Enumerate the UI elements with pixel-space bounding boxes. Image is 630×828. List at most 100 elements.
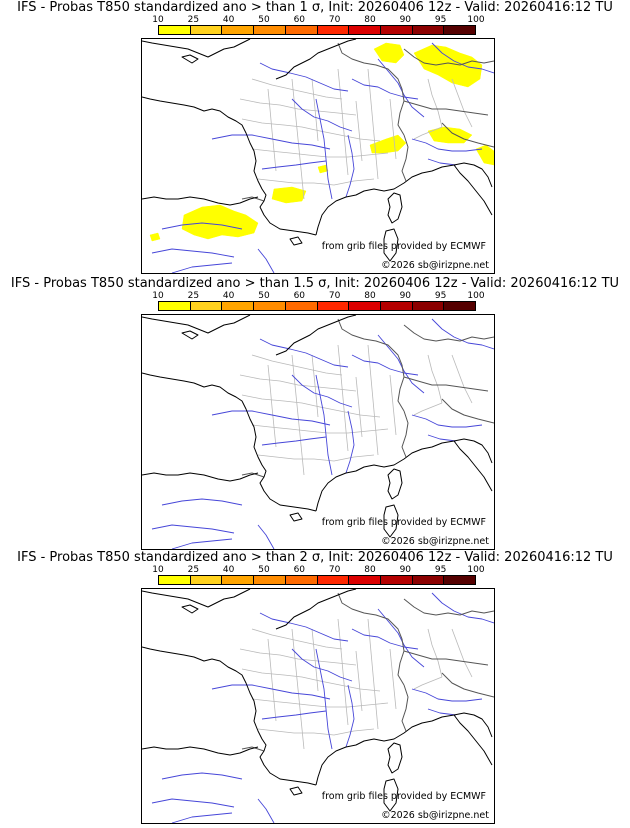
river [291, 98, 353, 132]
probability-area-10-25 [369, 134, 407, 154]
river [431, 592, 494, 624]
country-border [403, 376, 489, 392]
river [427, 708, 457, 716]
panel-title: IFS - Probas T850 standardized ano > tha… [17, 550, 613, 565]
country-border [403, 324, 494, 342]
river [377, 608, 425, 668]
river [427, 158, 457, 166]
river [411, 414, 483, 428]
country-border [403, 48, 494, 66]
scale-swatch [412, 302, 445, 310]
scale-swatch [380, 576, 413, 584]
region-border [239, 648, 357, 666]
river [211, 684, 331, 700]
river [161, 498, 243, 506]
scale-swatch [444, 302, 476, 310]
coastline [142, 589, 251, 608]
scale-swatch [159, 576, 191, 584]
probability-area-10-25 [413, 44, 483, 88]
scale-swatch [317, 26, 350, 34]
scale-tick: 70 [328, 565, 341, 575]
scale-tick: 95 [434, 565, 447, 575]
region-border [413, 126, 443, 140]
coastline [315, 438, 493, 512]
scale-swatch [317, 302, 350, 310]
river [211, 410, 331, 426]
color-scale-bar [158, 301, 476, 311]
river [171, 538, 233, 549]
river [431, 318, 494, 350]
scale-swatch [222, 26, 255, 34]
scale-tick: 50 [258, 15, 270, 25]
scale-swatch [190, 576, 223, 584]
coastline [275, 589, 357, 630]
scale-tick: 40 [222, 15, 235, 25]
region-border [251, 424, 389, 434]
river [161, 772, 243, 780]
region-border [451, 78, 473, 128]
scale-swatch [349, 576, 381, 584]
river [411, 688, 483, 702]
scale-tick: 100 [467, 565, 485, 575]
coastline [142, 96, 317, 236]
scale-tick: 100 [467, 291, 485, 301]
region-border [311, 628, 319, 692]
scale-swatch [444, 26, 476, 34]
region-border [311, 354, 319, 418]
river [261, 710, 327, 720]
coastline [142, 746, 259, 756]
island [387, 468, 403, 500]
island [289, 786, 303, 796]
island [383, 228, 399, 262]
country-border [241, 746, 265, 752]
river [345, 684, 355, 748]
probability-area-10-25 [427, 126, 473, 144]
panel-2-sigma: IFS - Probas T850 standardized ano > tha… [0, 550, 630, 826]
island [181, 604, 199, 614]
scale-swatch [254, 26, 286, 34]
island [387, 742, 403, 774]
river [345, 134, 355, 198]
coastline [315, 712, 493, 786]
country-border [401, 684, 409, 732]
country-border [403, 100, 489, 116]
region-border [267, 638, 277, 722]
map-frame: from grib files provided by ECMWF ©2026 … [141, 588, 495, 824]
color-scale-labels: 10 25 40 50 60 70 80 90 95 100 [152, 15, 484, 25]
river [151, 248, 235, 258]
scale-tick: 60 [293, 565, 306, 575]
country-border [401, 410, 409, 458]
scale-tick: 50 [258, 565, 270, 575]
region-border [355, 100, 363, 162]
region-border [337, 618, 349, 726]
scale-tick: 95 [434, 15, 447, 25]
river [259, 62, 349, 92]
map-svg [142, 589, 494, 823]
country-border [441, 122, 494, 148]
region-border [291, 354, 305, 476]
country-border [403, 650, 489, 666]
scale-swatch [285, 26, 318, 34]
scale-swatch [254, 576, 286, 584]
scale-tick: 10 [152, 291, 164, 301]
region-border [241, 668, 381, 692]
source-credit: from grib files provided by ECMWF [321, 791, 486, 802]
river [351, 628, 419, 650]
river [427, 434, 457, 442]
scale-tick: 25 [187, 565, 200, 575]
river [345, 410, 355, 474]
map-frame: from grib files provided by ECMWF ©2026 … [141, 314, 495, 550]
scale-tick: 90 [399, 15, 412, 25]
scale-tick: 95 [434, 291, 447, 301]
scale-tick: 40 [222, 565, 235, 575]
scale-swatch [317, 576, 350, 584]
river [315, 648, 333, 750]
region-border [257, 728, 375, 736]
country-border [337, 42, 405, 136]
river [291, 374, 353, 408]
scale-swatch [190, 26, 223, 34]
coastline [142, 372, 317, 512]
coastline [142, 315, 251, 334]
scale-swatch [349, 26, 381, 34]
region-border [257, 454, 375, 462]
